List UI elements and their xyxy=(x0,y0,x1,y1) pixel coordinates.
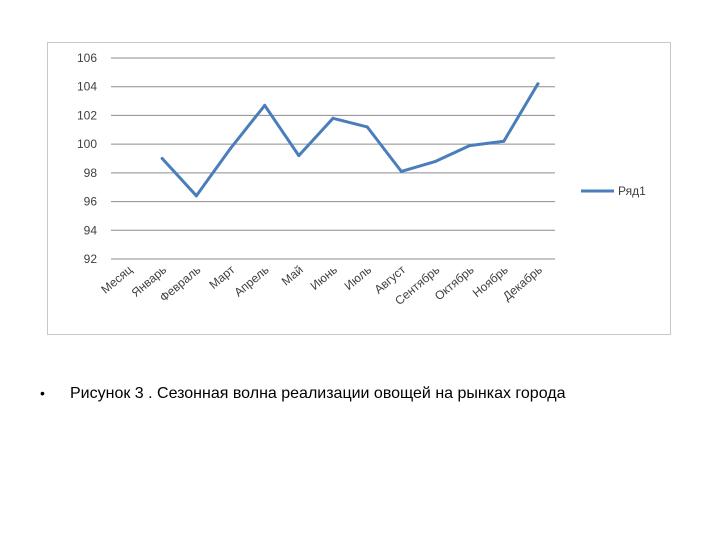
data-point xyxy=(331,116,335,120)
x-tick-label: Апрель xyxy=(231,263,271,300)
data-point xyxy=(160,157,164,160)
chart-frame: 92 94 96 98 100 102 104 106 Месяц Январь Февраль М… xyxy=(47,42,671,335)
y-tick-label: 94 xyxy=(84,223,98,237)
y-tick-label: 106 xyxy=(77,51,97,65)
caption-text: Рисунок 3 . Сезонная волна реализации ов… xyxy=(70,385,566,402)
bullet-point: • xyxy=(40,385,45,401)
data-point xyxy=(263,103,267,107)
x-tick-label: Октябрь xyxy=(432,263,477,304)
y-tick-label: 104 xyxy=(77,80,97,94)
x-tick-label: Июль xyxy=(342,263,374,293)
legend-label: Ряд1 xyxy=(618,184,646,198)
y-tick-label: 100 xyxy=(77,137,97,151)
data-point xyxy=(194,194,198,198)
series-line xyxy=(160,82,540,198)
data-point xyxy=(229,146,233,150)
y-tick-label: 92 xyxy=(84,252,98,266)
grid-layer xyxy=(111,57,555,260)
y-axis-ticks: 92 94 96 98 100 102 104 106 xyxy=(77,51,97,266)
legend: Ряд1 xyxy=(581,184,646,198)
y-tick-label: 96 xyxy=(84,195,98,209)
x-tick-label: Июнь xyxy=(308,263,340,293)
x-tick-label: Май xyxy=(279,263,306,289)
data-point xyxy=(399,169,403,173)
data-point xyxy=(433,159,437,163)
data-point xyxy=(468,144,472,148)
data-point xyxy=(536,82,540,86)
data-point xyxy=(297,154,301,158)
y-tick-label: 102 xyxy=(77,108,97,122)
data-point xyxy=(365,125,369,129)
series-layer xyxy=(160,82,540,198)
data-point xyxy=(502,139,506,143)
y-tick-label: 98 xyxy=(84,166,98,180)
